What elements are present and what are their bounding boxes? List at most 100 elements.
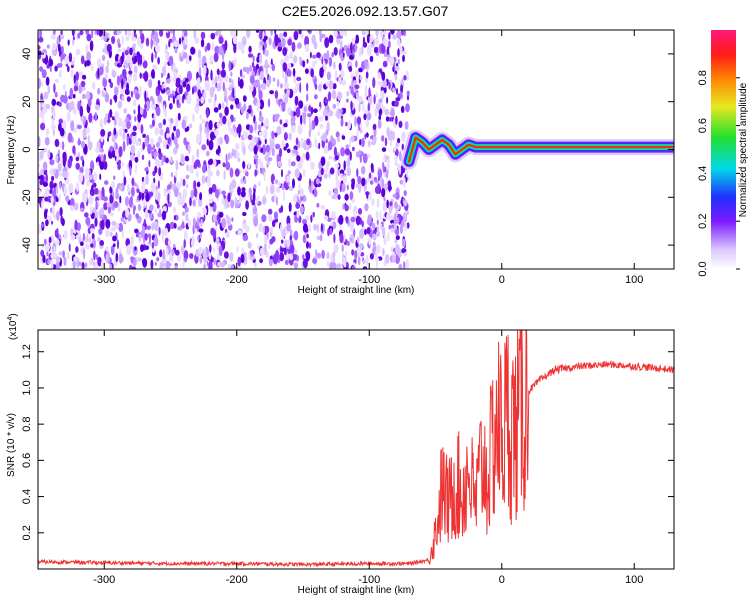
spectrogram-cell (340, 70, 345, 78)
spectrogram-cell (217, 159, 221, 165)
spectrogram-cell (318, 106, 321, 112)
spectrogram-cell (154, 261, 157, 266)
spectrogram-cell (362, 102, 365, 113)
spectrogram-cell (78, 172, 84, 183)
spectrogram-cell (47, 259, 51, 265)
spectrogram-cell (338, 214, 344, 225)
spectrogram-cell (294, 95, 299, 106)
spectrogram-cell (316, 223, 319, 234)
spectrogram-cell (344, 262, 347, 268)
spectrogram-cell (237, 256, 241, 267)
spectrogram-cell (145, 100, 150, 112)
spectrogram-cell (96, 30, 100, 36)
spectrogram-cell (218, 112, 223, 119)
spectrogram-cell (101, 122, 104, 131)
spectrogram-cell (195, 171, 199, 178)
spectrogram-cell (157, 136, 162, 143)
y-tick-label: 0 (21, 146, 33, 152)
spectrogram-cell (53, 168, 56, 174)
spectrogram-cell (99, 148, 105, 153)
spectrogram-cell (259, 258, 263, 264)
spectrogram-cell (361, 220, 364, 228)
spectrogram-cell (94, 104, 100, 111)
spectrogram-cell (393, 146, 397, 152)
x-tick-label: 0 (499, 274, 505, 286)
spectrogram-cell (304, 215, 310, 221)
spectrogram-cell (155, 106, 161, 117)
spectrogram-cell (165, 78, 171, 84)
spectrogram-cell (231, 217, 234, 222)
spectrogram-cell (222, 162, 226, 168)
spectrogram-cell (152, 98, 155, 105)
spectrogram-cell (208, 187, 213, 195)
spectrogram-cell (361, 45, 364, 56)
spectrogram-cell (365, 71, 369, 79)
spectrogram-cell (224, 40, 228, 51)
spectrogram-cell (259, 53, 263, 65)
spectrogram-cell (333, 30, 338, 38)
spectrogram-cell (159, 208, 162, 216)
spectrogram-cell (290, 244, 295, 254)
spectrogram-cell (77, 124, 82, 130)
spectrogram-cell (231, 188, 234, 193)
spectrogram-cell (302, 169, 306, 177)
spectrogram-cell (151, 69, 155, 79)
spectrogram-cell (216, 82, 222, 92)
colorbar-label: Normalized spectral amplitude (738, 82, 749, 217)
spectrogram-cell (56, 210, 60, 221)
spectrogram-cell (382, 161, 385, 169)
spectrogram-cell (306, 146, 310, 151)
spectrogram-cell (116, 38, 121, 45)
spectrogram-cell (208, 170, 214, 178)
signal-track (401, 129, 674, 170)
spectrogram-cell (406, 259, 409, 269)
spectrogram-cell (222, 81, 225, 92)
spectrogram-cell (230, 199, 235, 209)
spectrogram-cell (300, 114, 303, 125)
spectrogram-cell (170, 248, 175, 257)
spectrogram-cell (306, 138, 311, 146)
spectrogram-cell (398, 263, 403, 269)
spectrogram-cell (165, 52, 170, 60)
spectrogram-cell (385, 116, 390, 122)
spectrogram-cell (174, 249, 180, 256)
spectrogram-cell (172, 95, 175, 105)
spectrogram-cell (313, 223, 318, 231)
spectrogram-cell (38, 36, 44, 43)
spectrogram-cell (208, 251, 212, 260)
spectrogram-cell (75, 71, 79, 81)
spectrogram-cell (296, 209, 300, 219)
spectrogram-cell (224, 106, 229, 116)
spectrogram-cell (332, 221, 337, 230)
spectrogram-cell (373, 134, 377, 144)
spectrogram-cell (237, 41, 243, 50)
bottom-x-axis-label: Height of straight line (km) (298, 585, 415, 596)
spectrogram-cell (126, 82, 130, 92)
spectrogram-cell (142, 258, 148, 268)
spectrogram-cell (323, 145, 329, 154)
spectrogram-cell (184, 155, 189, 161)
spectrogram-cell (53, 30, 56, 35)
spectrogram-cell (283, 132, 288, 141)
spectrogram-cell (56, 228, 59, 237)
spectrogram-cell (406, 169, 409, 178)
spectrogram-cell (300, 141, 304, 149)
spectrogram-cell (327, 217, 332, 222)
spectrogram-cell (117, 100, 123, 109)
spectrogram-cell (311, 34, 317, 45)
spectrogram-cell (49, 168, 55, 176)
bottom-y-scale-label: (x104) (7, 313, 19, 340)
spectrogram-cell (395, 142, 399, 148)
spectrogram-cell (339, 40, 343, 50)
spectrogram-cell (280, 239, 284, 244)
spectrogram-cell (129, 264, 133, 269)
spectrogram-cell (203, 65, 207, 76)
spectrogram-cell (158, 167, 162, 177)
spectrogram-noise (38, 30, 410, 269)
spectrogram-cell (251, 61, 255, 68)
spectrogram-cell (166, 30, 169, 33)
spectrogram-cell (394, 100, 399, 107)
spectrogram-cell (375, 210, 379, 220)
spectrogram-cell (184, 36, 188, 45)
spectrogram-cell (62, 170, 68, 179)
